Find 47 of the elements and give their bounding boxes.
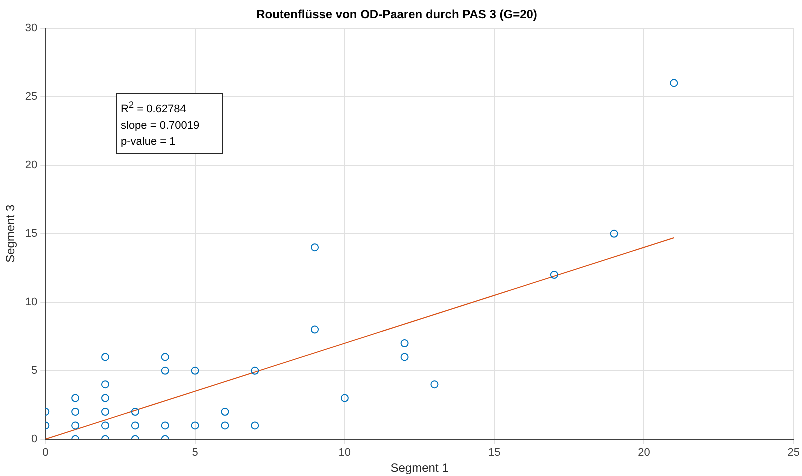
x-tick-label: 15 xyxy=(488,447,501,460)
y-tick-label: 10 xyxy=(25,296,38,308)
point xyxy=(161,353,170,362)
point xyxy=(550,271,558,279)
point xyxy=(191,422,200,430)
x-tick-label: 10 xyxy=(338,447,352,460)
point xyxy=(101,408,110,416)
point xyxy=(311,326,320,334)
point xyxy=(101,380,110,389)
point xyxy=(191,366,200,375)
point xyxy=(340,394,349,402)
point xyxy=(101,422,110,430)
y-tick-label: 5 xyxy=(32,364,38,377)
point xyxy=(161,422,170,430)
point xyxy=(311,244,320,252)
point xyxy=(221,408,230,416)
point xyxy=(670,79,678,88)
x-axis-title: Segment 1 xyxy=(390,461,450,476)
y-axis-title: Segment 3 xyxy=(4,204,18,263)
point xyxy=(131,408,140,416)
x-tick-label: 5 xyxy=(192,447,198,460)
point xyxy=(131,422,140,430)
y-tick-label: 0 xyxy=(32,433,38,446)
point xyxy=(610,230,618,238)
annotation: slope = 0.70019 xyxy=(121,118,200,134)
point xyxy=(101,394,110,402)
point xyxy=(72,394,80,402)
x-tick-label: 0 xyxy=(42,447,49,460)
annotation: R$^{2}$ = 0.62784 xyxy=(121,99,188,118)
y-tick-label: 30 xyxy=(25,22,38,34)
point xyxy=(72,408,80,416)
point xyxy=(430,380,439,389)
point xyxy=(251,422,260,430)
point xyxy=(101,353,110,362)
y-tick-label: 20 xyxy=(25,159,38,172)
point xyxy=(400,340,409,348)
x-tick-label: 25 xyxy=(788,447,800,460)
point xyxy=(72,422,80,430)
point xyxy=(221,422,230,430)
y-tick-label: 25 xyxy=(25,90,38,103)
chart-title: Routenflüsse von OD-Paaren durch PAS 3 (G=20) xyxy=(256,8,538,22)
y-tick-label: 15 xyxy=(25,228,38,240)
point xyxy=(251,366,260,375)
point xyxy=(161,366,170,375)
x-tick-label: 20 xyxy=(638,447,650,460)
annotation: p-value = 1 xyxy=(121,134,177,150)
point xyxy=(400,353,409,362)
